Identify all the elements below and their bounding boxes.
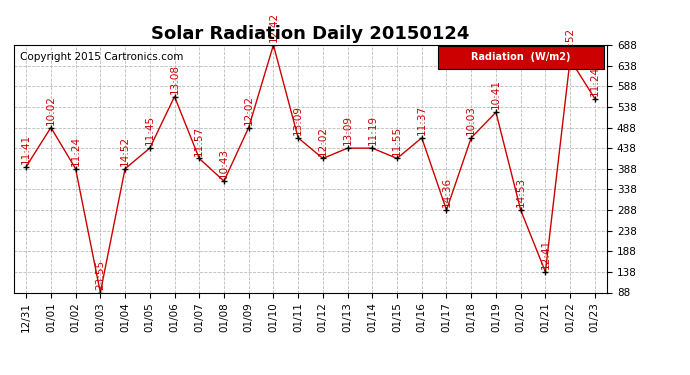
Text: 11:19: 11:19 — [367, 115, 377, 146]
Text: 11:24: 11:24 — [70, 136, 81, 166]
Text: 10:43: 10:43 — [219, 148, 229, 178]
Title: Solar Radiation Daily 20150124: Solar Radiation Daily 20150124 — [151, 26, 470, 44]
Text: 14:53: 14:53 — [515, 177, 526, 207]
Text: 14:36: 14:36 — [442, 177, 451, 207]
Text: 13:09: 13:09 — [343, 116, 353, 146]
Text: 11:37: 11:37 — [417, 105, 426, 135]
Text: 11:55: 11:55 — [392, 126, 402, 156]
Text: 10:03: 10:03 — [466, 105, 476, 135]
Text: Radiation  (W/m2): Radiation (W/m2) — [471, 53, 571, 62]
Text: 11:24: 11:24 — [590, 66, 600, 96]
Text: 11:41: 11:41 — [21, 134, 31, 164]
Text: 13:08: 13:08 — [170, 64, 179, 94]
Text: 13:09: 13:09 — [293, 105, 303, 135]
Text: 10:02: 10:02 — [46, 95, 56, 125]
Text: 12:02: 12:02 — [318, 126, 328, 156]
Text: 12:42: 12:42 — [268, 12, 278, 42]
Text: 23:55: 23:55 — [95, 260, 106, 290]
Text: Copyright 2015 Cartronics.com: Copyright 2015 Cartronics.com — [20, 53, 183, 62]
FancyBboxPatch shape — [438, 46, 604, 69]
Text: 12:52: 12:52 — [565, 27, 575, 57]
Text: 14:52: 14:52 — [120, 136, 130, 166]
Text: 12:41: 12:41 — [540, 239, 551, 269]
Text: 10:41: 10:41 — [491, 80, 501, 110]
Text: 12:02: 12:02 — [244, 95, 254, 125]
Text: 11:45: 11:45 — [145, 115, 155, 146]
Text: 11:57: 11:57 — [195, 126, 204, 156]
